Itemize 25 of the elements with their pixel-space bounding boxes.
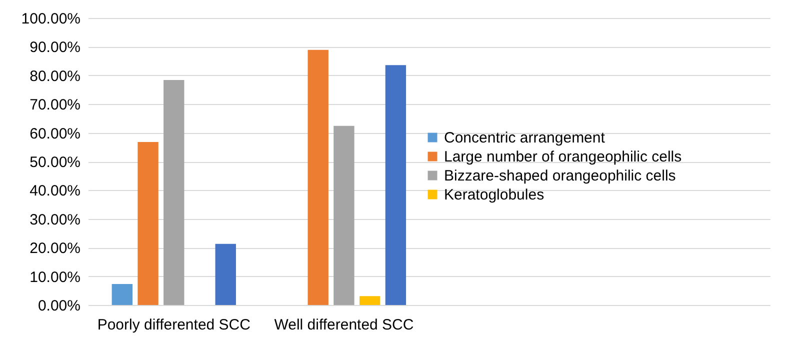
bar: [359, 296, 380, 305]
y-tick-label: 80.00%: [30, 68, 80, 85]
y-tick-label: 50.00%: [30, 154, 80, 171]
bar: [138, 142, 158, 305]
bar: [215, 244, 236, 305]
y-tick-label: 100.00%: [21, 10, 80, 28]
legend-label: Bizzare-shaped orangeophilic cells: [444, 168, 676, 184]
x-tick-label: Poorly differented SCC: [97, 316, 251, 334]
y-tick-label: 90.00%: [30, 39, 80, 56]
bar: [164, 80, 184, 305]
y-tick-label: 10.00%: [30, 268, 80, 286]
legend-label: Concentric arrangement: [444, 130, 606, 146]
y-tick-label: 40.00%: [30, 182, 80, 200]
y-tick-label: 20.00%: [30, 240, 80, 258]
bar: [334, 126, 354, 305]
y-tick-label: 30.00%: [30, 211, 80, 228]
y-tick-label: 70.00%: [30, 96, 80, 114]
legend-label: Keratoglobules: [444, 186, 544, 204]
legend-label: Large number of orangeophilic cells: [444, 148, 682, 166]
x-tick-label: Well differented SCC: [274, 316, 414, 334]
bar: [308, 50, 328, 305]
y-tick-label: 60.00%: [30, 125, 80, 142]
bar: [385, 65, 406, 305]
y-tick-label: 0.00%: [38, 298, 80, 314]
bar: [112, 284, 133, 305]
